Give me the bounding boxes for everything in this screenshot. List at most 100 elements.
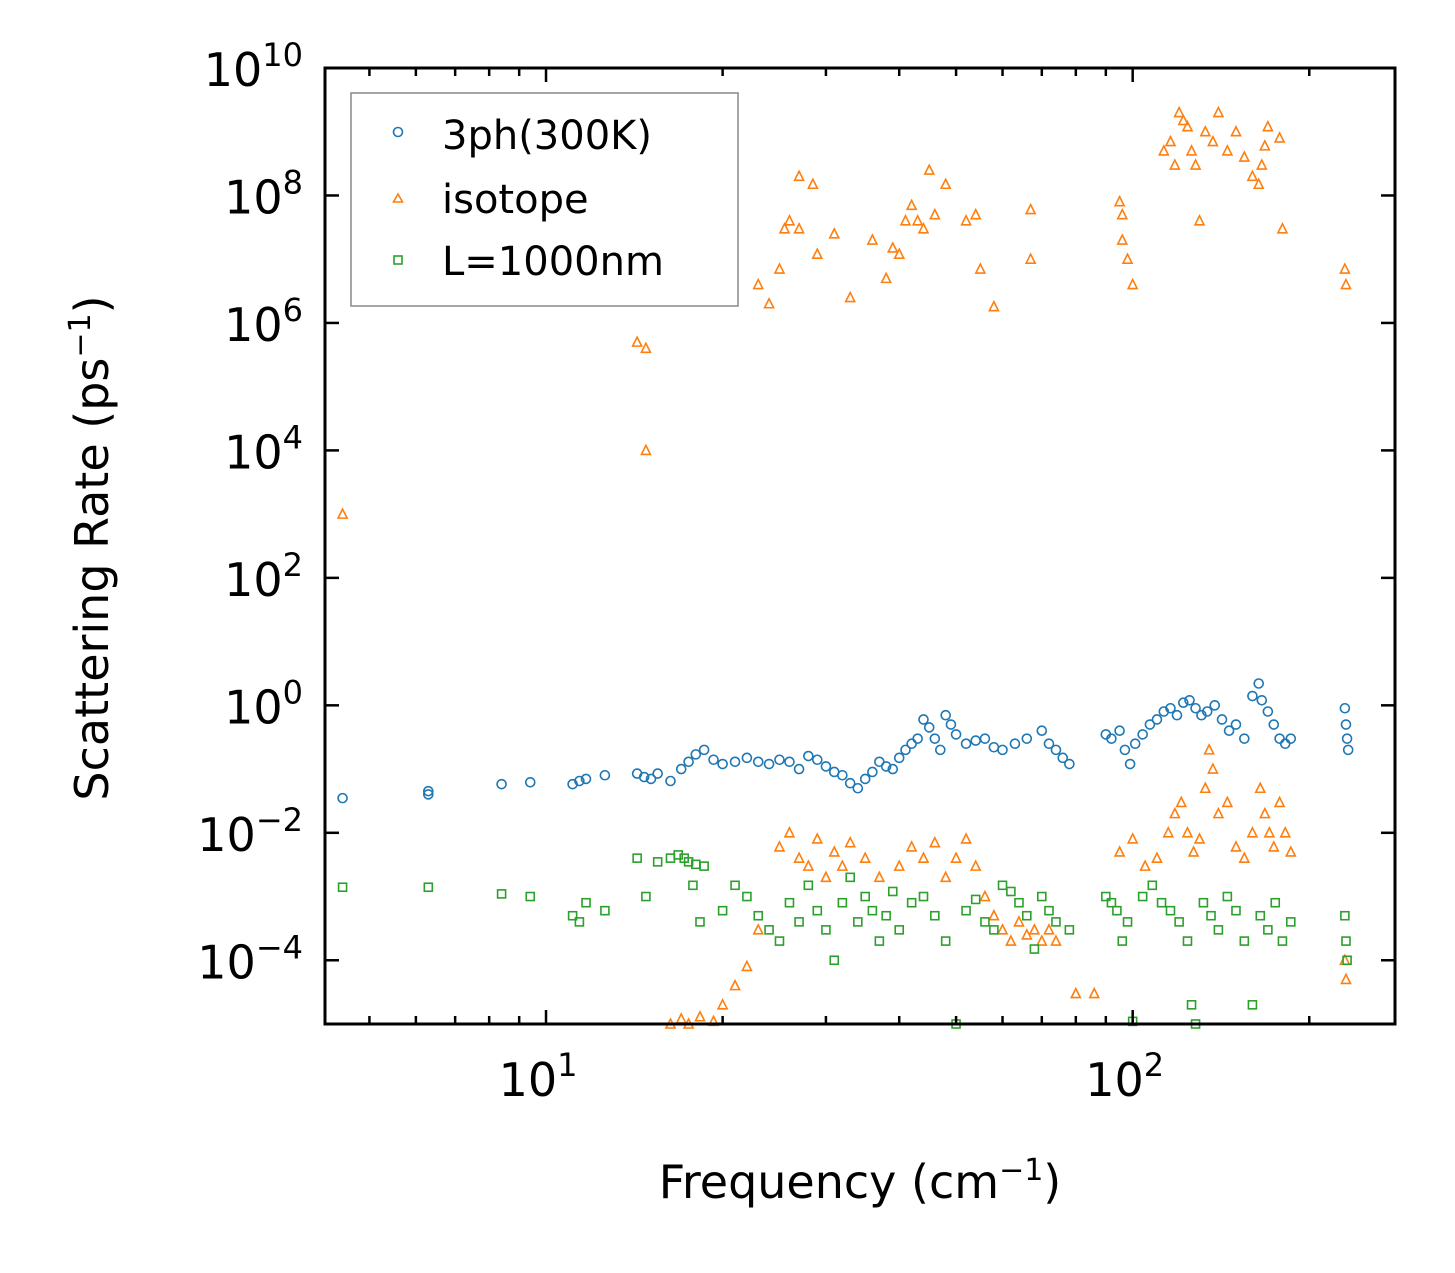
point-isotope	[1256, 158, 1268, 170]
point-isotope	[1238, 150, 1251, 162]
point-isotope	[1259, 806, 1271, 819]
point-l1000nm	[1064, 925, 1075, 935]
point-isotope	[752, 277, 765, 290]
point-3ph	[1009, 738, 1021, 750]
point-l1000nm	[1342, 955, 1352, 966]
point-3ph	[820, 761, 832, 772]
point-l1000nm	[337, 882, 348, 893]
point-l1000nm	[1106, 897, 1117, 908]
point-3ph	[1230, 719, 1242, 730]
point-l1000nm	[1198, 897, 1209, 908]
point-l1000nm	[1174, 917, 1184, 927]
point-l1000nm	[803, 880, 814, 891]
point-isotope	[811, 832, 824, 844]
point-3ph	[1137, 729, 1148, 740]
point-l1000nm	[1014, 897, 1024, 908]
point-l1000nm	[894, 925, 905, 935]
point-3ph	[893, 752, 905, 764]
point-isotope	[886, 241, 899, 253]
point-isotope	[1121, 252, 1134, 265]
point-isotope	[763, 296, 775, 309]
point-isotope	[1050, 934, 1062, 946]
legend-label-3ph: 3ph(300K)	[442, 113, 652, 159]
point-l1000nm	[641, 891, 651, 902]
axis-ticks	[325, 66, 1395, 1024]
point-3ph	[1119, 744, 1131, 756]
point-l1000nm	[581, 897, 591, 908]
point-l1000nm	[853, 917, 863, 927]
point-l1000nm	[1137, 891, 1148, 902]
point-l1000nm	[717, 905, 728, 916]
legend-label-l1000nm: L=1000nm	[442, 239, 664, 285]
y-axis-label: Scattering Rate (ps−1)	[63, 295, 119, 800]
point-isotope	[1230, 124, 1242, 137]
point-3ph	[859, 773, 871, 785]
point-3ph	[900, 744, 911, 756]
point-3ph	[906, 738, 917, 750]
point-3ph	[1165, 702, 1176, 714]
point-l1000nm	[688, 880, 698, 891]
point-l1000nm	[496, 889, 507, 899]
point-3ph	[1144, 719, 1156, 730]
point-isotope	[336, 507, 349, 519]
point-isotope	[960, 214, 972, 226]
point-3ph	[950, 729, 962, 740]
point-3ph	[960, 738, 972, 750]
point-isotope	[675, 1012, 688, 1024]
point-l1000nm	[742, 891, 752, 902]
point-isotope	[1263, 826, 1276, 838]
point-3ph	[774, 754, 785, 766]
y-tick-label: 100	[224, 673, 303, 734]
point-isotope	[1207, 134, 1219, 147]
point-l1000nm	[1247, 1000, 1258, 1010]
point-isotope	[929, 207, 941, 220]
point-3ph	[567, 778, 578, 790]
point-l1000nm	[918, 891, 929, 902]
point-isotope	[1221, 795, 1234, 808]
point-isotope	[1005, 934, 1017, 946]
point-3ph	[970, 735, 981, 746]
point-l1000nm	[845, 872, 856, 883]
point-isotope	[716, 998, 729, 1010]
point-3ph	[638, 771, 650, 783]
point-isotope	[950, 851, 962, 863]
point-3ph	[1124, 758, 1136, 770]
point-3ph	[940, 709, 951, 721]
point-3ph	[811, 754, 823, 766]
point-3ph	[1151, 714, 1163, 725]
point-isotope	[844, 290, 857, 303]
point-3ph	[1114, 725, 1125, 736]
point-3ph	[1341, 733, 1353, 744]
point-3ph	[988, 741, 1000, 753]
point-3ph	[935, 744, 946, 756]
point-isotope	[1279, 826, 1292, 838]
point-isotope	[1169, 158, 1181, 170]
point-3ph	[337, 792, 348, 804]
point-l1000nm	[980, 917, 990, 927]
point-l1000nm	[829, 955, 840, 966]
point-isotope	[1175, 795, 1188, 808]
point-l1000nm	[600, 905, 610, 916]
point-isotope	[1187, 845, 1200, 857]
x-tick-label: 101	[499, 1046, 578, 1107]
point-isotope	[807, 177, 819, 190]
point-3ph	[1216, 714, 1228, 725]
point-3ph	[912, 733, 923, 744]
point-isotope	[866, 233, 879, 245]
point-isotope	[1024, 252, 1037, 265]
point-isotope	[844, 835, 857, 848]
point-3ph	[752, 756, 764, 768]
point-l1000nm	[906, 897, 917, 908]
point-isotope	[911, 214, 924, 226]
point-isotope	[793, 222, 805, 234]
point-3ph	[717, 758, 728, 770]
point-l1000nm	[730, 880, 740, 891]
point-3ph	[1190, 702, 1201, 714]
point-isotope	[1221, 144, 1234, 156]
point-isotope	[1126, 277, 1139, 290]
y-tick-label: 102	[224, 546, 303, 607]
point-isotope	[1193, 832, 1206, 844]
point-isotope	[1158, 144, 1170, 156]
y-tick-label: 104	[224, 418, 303, 479]
